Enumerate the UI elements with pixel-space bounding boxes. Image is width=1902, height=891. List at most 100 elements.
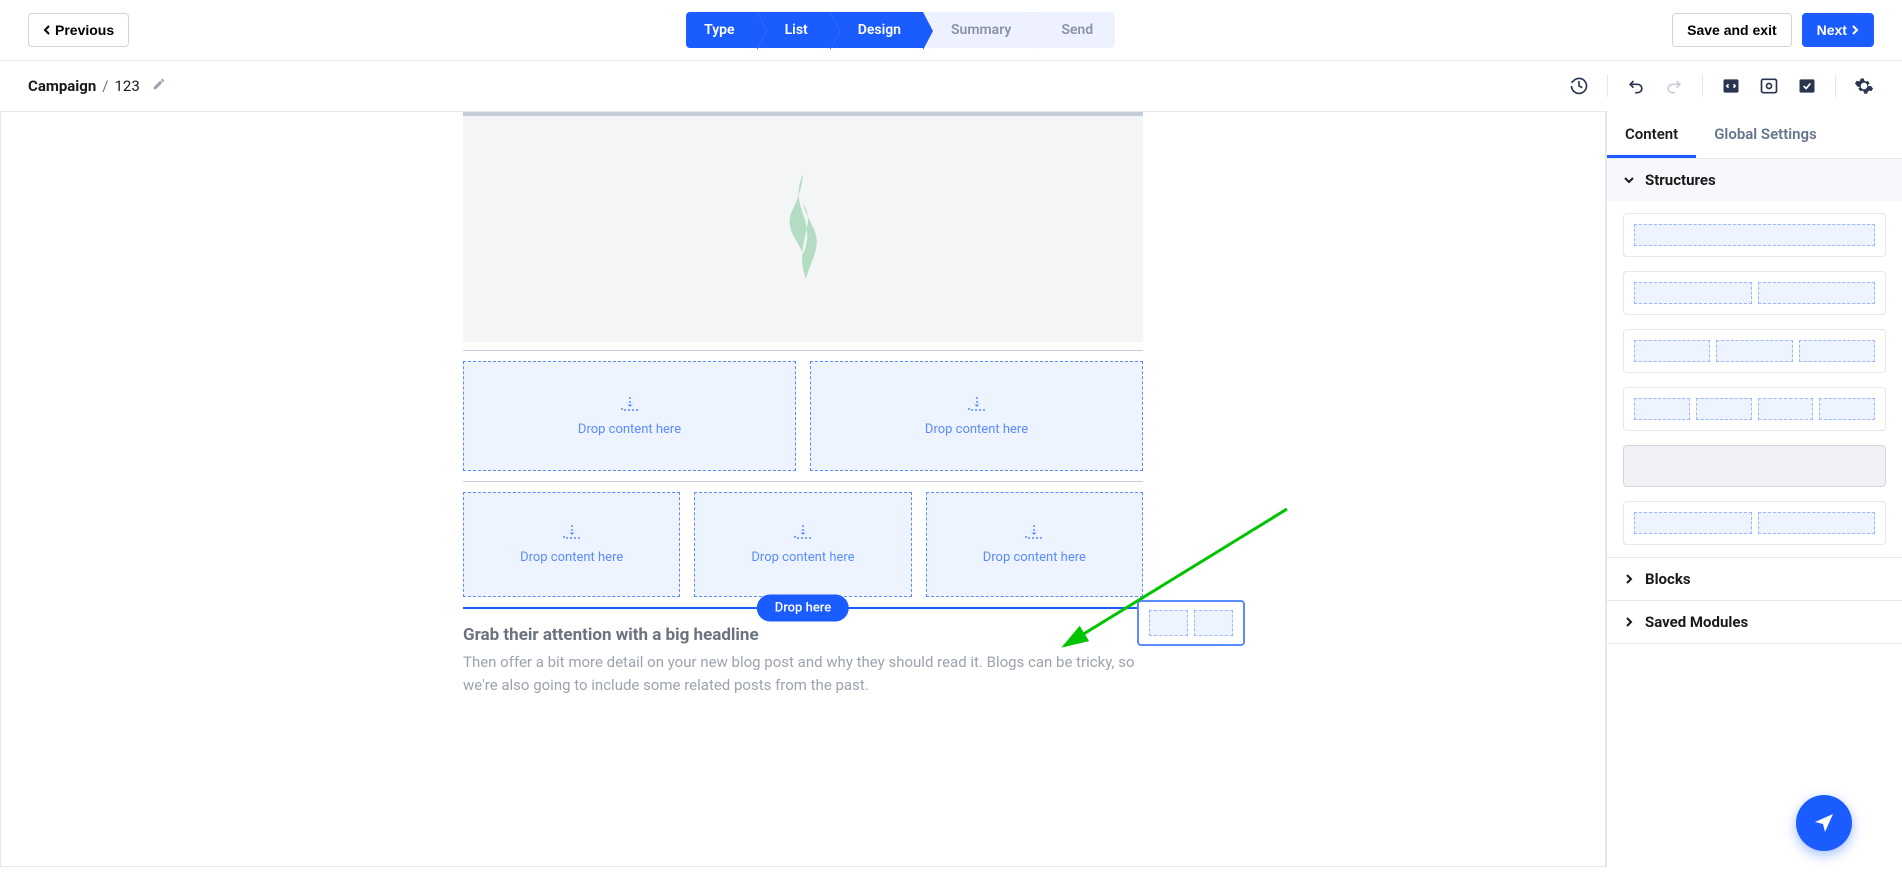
- chevron-right-icon: [1623, 573, 1635, 585]
- drop-zone[interactable]: Drop content here: [463, 361, 796, 471]
- structure-cell: [1758, 398, 1814, 420]
- undo-icon[interactable]: [1626, 76, 1646, 96]
- section-blocks: Blocks: [1607, 558, 1902, 601]
- insert-indicator: Drop here: [463, 607, 1143, 609]
- sub-bar: Campaign / 123: [0, 61, 1902, 111]
- previous-label: Previous: [55, 22, 114, 38]
- wizard-step-list[interactable]: List: [757, 12, 830, 48]
- help-fab[interactable]: [1796, 795, 1852, 851]
- send-icon: [1812, 811, 1836, 835]
- structure-option-3[interactable]: [1623, 329, 1886, 373]
- side-panel: Content Global Settings Structures Block…: [1606, 111, 1902, 867]
- wizard-steps: Type List Design Summary Send: [686, 12, 1115, 48]
- preview-icon[interactable]: [1759, 76, 1779, 96]
- previous-button[interactable]: Previous: [28, 13, 129, 47]
- structures-header[interactable]: Structures: [1607, 159, 1902, 201]
- structure-cell: [1634, 224, 1875, 246]
- body-text: Then offer a bit more detail on your new…: [463, 651, 1143, 696]
- wizard-step-summary[interactable]: Summary: [923, 12, 1033, 48]
- structure-option-4[interactable]: [1623, 387, 1886, 431]
- wizard-step-type[interactable]: Type: [686, 12, 756, 48]
- next-label: Next: [1817, 22, 1847, 38]
- structure-cell: [1149, 610, 1188, 636]
- download-icon: [621, 396, 639, 412]
- logo-icon: [768, 169, 838, 289]
- download-icon: [563, 524, 581, 540]
- drop-label: Drop content here: [983, 550, 1086, 565]
- drop-label: Drop content here: [520, 550, 623, 565]
- section-saved-modules: Saved Modules: [1607, 601, 1902, 644]
- save-exit-button[interactable]: Save and exit: [1672, 13, 1792, 47]
- section-structures: Structures: [1607, 159, 1902, 558]
- separator: [1702, 75, 1703, 97]
- redo-icon[interactable]: [1664, 76, 1684, 96]
- structure-cell: [1634, 512, 1752, 534]
- saved-modules-label: Saved Modules: [1645, 613, 1748, 631]
- campaign-name: 123: [114, 77, 139, 95]
- structure-cell: [1634, 282, 1752, 304]
- drop-zone[interactable]: Drop content here: [926, 492, 1143, 597]
- text-block[interactable]: Grab their attention with a big headline…: [463, 625, 1143, 696]
- drop-label: Drop content here: [578, 422, 681, 437]
- drop-row-3col: Drop content here Drop content here Drop…: [463, 492, 1143, 597]
- separator: [1835, 75, 1836, 97]
- breadcrumb: Campaign / 123: [28, 77, 166, 95]
- wizard-step-send[interactable]: Send: [1033, 12, 1115, 48]
- download-icon: [1025, 524, 1043, 540]
- tab-global-settings[interactable]: Global Settings: [1696, 111, 1835, 158]
- structure-cell: [1819, 398, 1875, 420]
- toolbar-icons: [1569, 75, 1874, 97]
- breadcrumb-sep: /: [102, 77, 108, 95]
- settings-gear-icon[interactable]: [1854, 76, 1874, 96]
- saved-modules-header[interactable]: Saved Modules: [1607, 601, 1902, 643]
- structure-option-blank[interactable]: [1623, 445, 1886, 487]
- separator: [1607, 75, 1608, 97]
- chevron-right-icon: [1623, 616, 1635, 628]
- drop-zone[interactable]: Drop content here: [463, 492, 680, 597]
- drop-row-2col: Drop content here Drop content here: [463, 361, 1143, 471]
- chevron-down-icon: [1623, 174, 1635, 186]
- history-icon[interactable]: [1569, 76, 1589, 96]
- canvas-wrap: Drop content here Drop content here Drop…: [0, 111, 1606, 867]
- download-icon: [794, 524, 812, 540]
- structure-cell: [1799, 340, 1875, 362]
- check-icon[interactable]: [1797, 76, 1817, 96]
- divider: [463, 481, 1143, 482]
- structure-cell: [1716, 340, 1792, 362]
- hero-image-block[interactable]: [463, 112, 1143, 342]
- structure-cell: [1634, 340, 1710, 362]
- breadcrumb-root: Campaign: [28, 77, 96, 95]
- structure-option-2[interactable]: [1623, 271, 1886, 315]
- drop-label: Drop content here: [925, 422, 1028, 437]
- download-icon: [968, 396, 986, 412]
- canvas-scroll[interactable]: Drop content here Drop content here Drop…: [1, 112, 1605, 866]
- drop-here-pill: Drop here: [757, 595, 849, 622]
- caret-right-icon: [1851, 25, 1859, 35]
- structure-cell: [1696, 398, 1752, 420]
- structure-cell: [1634, 398, 1690, 420]
- top-bar: Previous Type List Design Summary Send S…: [0, 0, 1902, 61]
- structures-body: [1607, 201, 1902, 557]
- structure-option-1[interactable]: [1623, 213, 1886, 257]
- blocks-header[interactable]: Blocks: [1607, 558, 1902, 600]
- next-button[interactable]: Next: [1802, 13, 1874, 47]
- panel-tabs: Content Global Settings: [1607, 111, 1902, 159]
- drop-zone[interactable]: Drop content here: [810, 361, 1143, 471]
- workspace: Drop content here Drop content here Drop…: [0, 111, 1902, 867]
- wizard-step-design[interactable]: Design: [830, 12, 923, 48]
- code-icon[interactable]: [1721, 76, 1741, 96]
- headline-text: Grab their attention with a big headline: [463, 625, 1143, 645]
- structures-label: Structures: [1645, 171, 1716, 189]
- dragging-structure[interactable]: [1137, 600, 1245, 646]
- tab-content[interactable]: Content: [1607, 111, 1696, 158]
- structure-option-2[interactable]: [1623, 501, 1886, 545]
- divider: [463, 350, 1143, 351]
- structure-cell: [1758, 282, 1876, 304]
- canvas-inner: Drop content here Drop content here Drop…: [463, 112, 1143, 696]
- structure-cell: [1758, 512, 1876, 534]
- edit-name-icon[interactable]: [152, 77, 166, 95]
- drop-zone[interactable]: Drop content here: [694, 492, 911, 597]
- blocks-label: Blocks: [1645, 570, 1691, 588]
- caret-left-icon: [43, 25, 51, 35]
- drop-label: Drop content here: [751, 550, 854, 565]
